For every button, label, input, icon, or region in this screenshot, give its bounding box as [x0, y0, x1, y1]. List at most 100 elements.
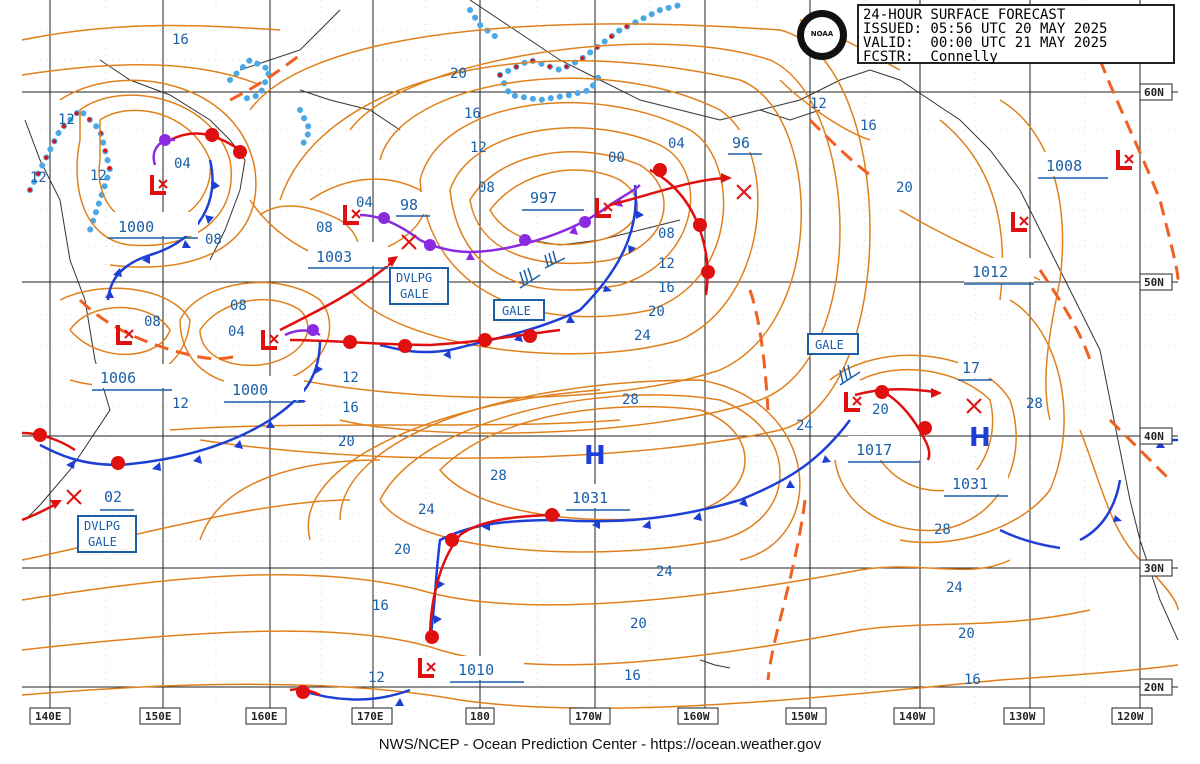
coastlines — [24, 0, 1179, 669]
warning-boxes: DVLPG GALE GALE GALE DVLPG GALE — [77, 267, 859, 553]
forecast-pos-17: 17 — [962, 359, 980, 377]
isobar-label: 24 — [656, 564, 673, 580]
occluded-fronts — [152, 138, 641, 337]
isobar-label: 20 — [338, 434, 355, 450]
lon-label: 160W — [683, 710, 710, 723]
isobar-label: 28 — [934, 522, 951, 538]
isobar-label: 12 — [368, 670, 385, 686]
isobar-label: 12 — [470, 140, 487, 156]
lon-label: 130W — [1009, 710, 1036, 723]
forecast-title-box: 24-HOUR SURFACE FORECAST ISSUED: 05:56 U… — [857, 4, 1175, 64]
latitude-labels: 60N 50N 40N 30N 20N — [1139, 83, 1173, 696]
isobar-label: 04 — [356, 195, 373, 211]
lon-label: 150E — [145, 710, 172, 723]
cold-front-pips — [66, 180, 1165, 706]
isobar-label: 16 — [172, 32, 189, 48]
isobar-label: 08 — [230, 298, 247, 314]
isobar-label: 20 — [648, 304, 665, 320]
low-7-pressure: 1017 — [856, 441, 892, 459]
low-6-pressure: 1010 — [458, 661, 494, 679]
troughs — [78, 53, 1180, 681]
valid-time: VALID: 00:00 UTC 21 MAY 2025 — [863, 35, 1108, 51]
lat-label: 40N — [1144, 430, 1164, 443]
isobar-label: 12 — [658, 256, 675, 272]
isobar-label: 20 — [872, 402, 889, 418]
isobar-label: 24 — [418, 502, 435, 518]
footer-credit: NWS/NCEP - Ocean Prediction Center - htt… — [378, 736, 822, 753]
isobar-label: 04 — [174, 156, 191, 172]
low-center-3 — [595, 198, 613, 218]
low-center-6 — [418, 658, 436, 678]
low-center-4 — [116, 325, 134, 345]
isobar-label: 12 — [342, 370, 359, 386]
lon-label: 150W — [791, 710, 818, 723]
lon-label: 180 — [470, 710, 490, 723]
isobar-label: 04 — [228, 324, 245, 340]
high-symbol-1: H — [584, 441, 606, 471]
isobar-label: 28 — [1026, 396, 1043, 412]
lon-label: 160E — [251, 710, 278, 723]
wind-barbs — [519, 250, 861, 386]
lat-label: 60N — [1144, 86, 1164, 99]
warning-3: GALE — [815, 338, 844, 352]
warning-4-line1: DVLPG — [84, 519, 120, 533]
isobar-label: 28 — [490, 468, 507, 484]
isobar-label: 16 — [624, 668, 641, 684]
isobar-label: 20 — [450, 66, 467, 82]
isobar-label: 08 — [144, 314, 161, 330]
isobar-label: 04 — [668, 136, 685, 152]
isobar-label: 16 — [964, 672, 981, 688]
dot-grid — [22, 0, 1178, 712]
isobar-label: 28 — [622, 392, 639, 408]
cold-fronts — [39, 159, 1178, 701]
forecast-title: 24-HOUR SURFACE FORECAST — [863, 7, 1066, 23]
issued-time: ISSUED: 05:56 UTC 20 MAY 2025 — [863, 21, 1108, 37]
low-markers — [116, 150, 1134, 678]
noaa-logo: NOAA — [797, 10, 847, 60]
warning-1-line2: GALE — [400, 287, 429, 301]
lat-lon-grid — [22, 0, 1178, 712]
isobar-label: 24 — [946, 580, 963, 596]
isobar-label: 16 — [342, 400, 359, 416]
low-5-pressure: 1000 — [232, 381, 268, 399]
forecast-pos-96: 96 — [732, 134, 750, 152]
isobar-label: 12 — [810, 96, 827, 112]
forecast-pos-02: 02 — [104, 488, 122, 506]
isobar-label: 24 — [634, 328, 651, 344]
isobar-label: 16 — [658, 280, 675, 296]
high-1-pressure: 1031 — [572, 489, 608, 507]
low-center-8 — [1116, 150, 1134, 170]
longitude-labels: 140E 150E 160E 170E 180 170W 160W 150W 1… — [29, 707, 1153, 725]
noaa-logo-inner: NOAA — [804, 17, 840, 53]
lat-label: 20N — [1144, 681, 1164, 694]
forecast-pos-98: 98 — [400, 196, 418, 214]
isobar-label: 08 — [658, 226, 675, 242]
isobar-label: 16 — [372, 598, 389, 614]
isobar-label: 08 — [478, 180, 495, 196]
lon-label: 120W — [1117, 710, 1144, 723]
low-center-1 — [150, 175, 168, 195]
isobar-label: 20 — [896, 180, 913, 196]
lat-label: 30N — [1144, 562, 1164, 575]
low-center-5 — [261, 330, 279, 350]
low-center-9 — [1011, 212, 1029, 232]
isobar-labels: 16 20 12 12 04 08 16 12 08 04 08 04 00 0… — [30, 32, 1043, 688]
low-center-7 — [844, 392, 862, 412]
forecast-positions — [66, 184, 982, 505]
isobar-label: 12 — [172, 396, 189, 412]
isobar-label: 08 — [205, 232, 222, 248]
isobar-label: 20 — [630, 616, 647, 632]
warning-4-line2: GALE — [88, 535, 117, 549]
isobar-label: 20 — [958, 626, 975, 642]
isobar-label: 12 — [58, 112, 75, 128]
low-3-pressure: 997 — [530, 189, 557, 207]
lon-label: 170E — [357, 710, 384, 723]
noaa-logo-text: NOAA — [810, 30, 834, 38]
isobar-label: 16 — [464, 106, 481, 122]
low-2-pressure: 1003 — [316, 248, 352, 266]
lon-label: 170W — [575, 710, 602, 723]
lat-label: 50N — [1144, 276, 1164, 289]
pressure-1012: 1012 — [972, 263, 1008, 281]
lon-label: 140W — [899, 710, 926, 723]
